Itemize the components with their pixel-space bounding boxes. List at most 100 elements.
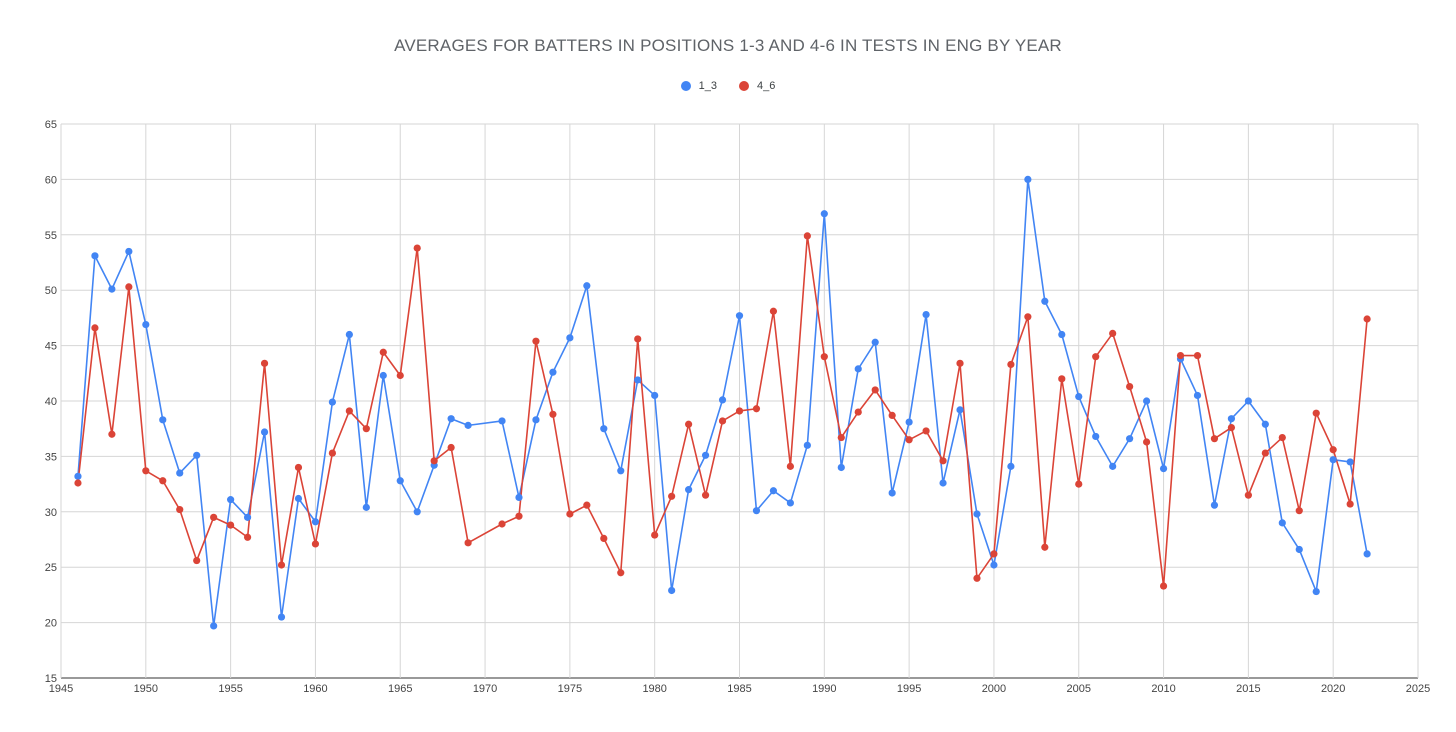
- data-point-4-6: [1143, 438, 1151, 446]
- legend-marker-1-3: [680, 81, 691, 91]
- data-point-1-3: [532, 416, 540, 424]
- data-point-1-3: [1041, 297, 1049, 305]
- data-point-1-3: [260, 428, 269, 436]
- data-point-4-6: [752, 405, 761, 413]
- data-point-4-6: [1329, 446, 1337, 454]
- data-point-4-6: [871, 386, 879, 394]
- data-point-1-3: [549, 368, 557, 376]
- data-point-1-3: [837, 463, 845, 472]
- data-point-1-3: [871, 338, 879, 346]
- data-point-1-3: [1244, 397, 1252, 405]
- data-point-1-3: [888, 489, 896, 497]
- data-point-1-3: [193, 451, 201, 459]
- data-point-4-6: [549, 410, 557, 418]
- data-point-1-3: [210, 622, 218, 630]
- data-point-4-6: [91, 324, 99, 332]
- y-tick-label: 60: [45, 174, 57, 186]
- data-point-1-3: [1024, 175, 1032, 183]
- data-point-4-6: [447, 443, 455, 452]
- legend: 1_3 4_6: [0, 80, 1456, 92]
- data-point-1-3: [1261, 420, 1269, 428]
- x-tick-label: 1950: [134, 683, 158, 695]
- data-point-1-3: [379, 371, 387, 380]
- data-point-4-6: [837, 433, 845, 442]
- y-tick-label: 50: [45, 285, 57, 297]
- data-point-1-3: [159, 416, 167, 424]
- data-point-4-6: [142, 467, 150, 475]
- data-point-1-3: [311, 518, 320, 526]
- data-point-1-3: [600, 425, 608, 433]
- data-point-1-3: [396, 477, 404, 485]
- y-tick-label: 30: [45, 507, 57, 519]
- data-point-4-6: [600, 534, 608, 542]
- data-point-4-6: [345, 407, 353, 415]
- data-point-1-3: [176, 469, 184, 477]
- data-point-4-6: [159, 477, 167, 485]
- data-point-4-6: [668, 492, 676, 500]
- series-line-4-6: [77, 235, 1368, 587]
- data-point-1-3: [939, 479, 947, 487]
- x-tick-label: 1980: [642, 683, 666, 695]
- data-point-1-3: [1329, 456, 1337, 464]
- data-point-1-3: [498, 417, 506, 425]
- data-point-1-3: [1159, 464, 1168, 473]
- x-tick-label: 1975: [558, 683, 582, 695]
- data-point-4-6: [1176, 351, 1185, 360]
- data-point-4-6: [1363, 315, 1371, 323]
- data-point-1-3: [718, 396, 727, 404]
- data-point-1-3: [277, 613, 286, 621]
- data-point-4-6: [396, 371, 404, 380]
- data-point-4-6: [1041, 543, 1049, 551]
- data-point-1-3: [1278, 519, 1286, 527]
- data-point-1-3: [1143, 397, 1151, 405]
- x-tick-label: 1965: [388, 683, 412, 695]
- data-point-4-6: [939, 457, 947, 465]
- data-point-1-3: [803, 441, 811, 449]
- data-point-4-6: [701, 491, 710, 499]
- data-point-4-6: [515, 512, 523, 520]
- data-point-4-6: [990, 550, 998, 558]
- data-point-1-3: [583, 282, 591, 290]
- y-tick-label: 25: [45, 562, 57, 574]
- legend-item-4-6[interactable]: 4_6: [739, 80, 775, 92]
- data-point-4-6: [74, 479, 82, 487]
- data-point-4-6: [260, 359, 269, 367]
- data-point-1-3: [769, 487, 778, 495]
- data-point-4-6: [1058, 375, 1066, 383]
- x-tick-label: 2025: [1406, 683, 1430, 695]
- data-point-1-3: [1193, 391, 1202, 400]
- data-point-4-6: [1295, 507, 1303, 515]
- data-point-1-3: [1346, 458, 1354, 466]
- data-point-4-6: [820, 353, 828, 361]
- data-point-1-3: [735, 312, 744, 320]
- x-tick-label: 2020: [1321, 683, 1345, 695]
- data-point-1-3: [1058, 330, 1066, 339]
- x-tick-label: 1960: [303, 683, 327, 695]
- data-point-1-3: [651, 391, 659, 400]
- data-point-4-6: [294, 463, 303, 472]
- data-point-1-3: [345, 330, 353, 339]
- data-point-4-6: [498, 520, 506, 528]
- legend-item-1-3[interactable]: 1_3: [680, 80, 717, 92]
- data-point-4-6: [176, 505, 184, 514]
- data-point-1-3: [91, 252, 99, 260]
- x-tick-label: 1970: [473, 683, 497, 695]
- y-tick-label: 40: [45, 396, 57, 408]
- data-point-1-3: [142, 320, 150, 329]
- data-point-4-6: [210, 513, 218, 521]
- data-point-1-3: [243, 513, 252, 521]
- data-point-4-6: [125, 283, 133, 291]
- data-point-4-6: [1092, 353, 1100, 361]
- data-point-1-3: [362, 503, 370, 511]
- data-point-4-6: [583, 501, 591, 509]
- data-point-1-3: [668, 586, 676, 595]
- data-point-4-6: [905, 436, 913, 444]
- data-point-4-6: [277, 561, 286, 569]
- x-tick-label: 1995: [897, 683, 921, 695]
- data-point-4-6: [1075, 480, 1083, 488]
- x-tick-label: 2005: [1067, 683, 1091, 695]
- data-point-4-6: [769, 307, 778, 315]
- data-point-4-6: [973, 574, 981, 582]
- data-point-1-3: [1210, 501, 1219, 509]
